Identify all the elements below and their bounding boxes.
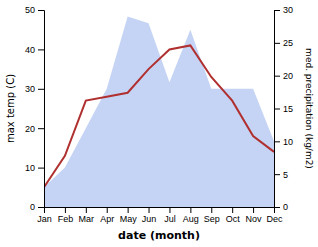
tick: Jan (37, 207, 52, 224)
tick-label: Mar (79, 214, 95, 224)
tick-label: 5 (283, 170, 288, 180)
tick-mark (38, 128, 44, 129)
tick: 25 (274, 38, 293, 48)
marks (44, 17, 274, 207)
temp-line (44, 45, 274, 187)
tick: 50 (25, 5, 44, 15)
tick-label: 30 (283, 5, 293, 15)
tick-label: 0 (30, 202, 35, 212)
tick: 10 (274, 137, 293, 147)
tick: Dec (266, 207, 283, 224)
tick-mark (274, 207, 280, 208)
tick: 0 (274, 202, 288, 212)
x-axis: Jan Feb Mar Apr May Jun Jul Aug Sep Oct NovDec (37, 207, 283, 224)
tick-mark (149, 207, 150, 213)
tick-label: 25 (283, 38, 293, 48)
plot-area: JanFebMarAprMayJunJulAugSepOctNovDec0102… (5, 5, 314, 242)
tick-mark (107, 207, 108, 213)
tick-label: 40 (25, 45, 35, 55)
y2-axis-title: med. precipitation (kg/m2) (304, 48, 314, 169)
tick-label: Nov (246, 214, 263, 224)
tick-mark (38, 168, 44, 169)
tick-mark (38, 49, 44, 50)
axis-line (38, 11, 45, 208)
tick-mark (274, 10, 280, 11)
tick-label: May (120, 214, 138, 224)
tick-label: Dec (266, 214, 283, 224)
y-axis: 0 10 20 30 40 50 (25, 5, 45, 212)
tick-mark (232, 207, 233, 213)
tick-mark (211, 207, 212, 213)
tick-mark (190, 207, 191, 213)
tick-label: 30 (25, 84, 35, 94)
tick: Feb (58, 207, 74, 224)
y2-axis: 0 5 10 15 20 25 30 (274, 5, 293, 212)
axis-line (45, 208, 275, 214)
tick: Sep (204, 207, 220, 224)
tick-mark (274, 76, 280, 77)
tick: 10 (25, 163, 44, 173)
tick-label: 15 (283, 104, 293, 114)
tick-label: Jan (37, 214, 52, 224)
chart: JanFebMarAprMayJunJulAugSepOctNovDec0102… (0, 0, 318, 247)
tick-label: Jul (164, 214, 176, 224)
y-axis-title: max temp (C) (5, 74, 16, 143)
tick: Jun (142, 207, 157, 224)
tick: Jul (164, 207, 176, 224)
tick-mark (274, 174, 280, 175)
tick-mark (38, 10, 44, 11)
tick-mark (274, 141, 280, 142)
tick-label: Oct (226, 214, 241, 224)
tick: 15 (274, 104, 293, 114)
tick-mark (38, 89, 44, 90)
tick-label: Jun (142, 214, 157, 224)
x-axis-title: date (month) (118, 229, 200, 242)
tick-label: Feb (58, 214, 74, 224)
tick: Mar (79, 207, 95, 224)
axis-line (275, 11, 281, 208)
tick-mark (253, 207, 254, 213)
tick-label: 50 (25, 5, 35, 15)
tick-label: Aug (183, 214, 199, 224)
tick-mark (128, 207, 129, 213)
tick: 30 (274, 5, 293, 15)
tick-label: 0 (283, 202, 288, 212)
tick-mark (169, 207, 170, 213)
tick: May (120, 207, 138, 224)
tick: 30 (25, 84, 44, 94)
tick: Nov (246, 207, 263, 224)
tick-mark (274, 109, 280, 110)
tick: 5 (274, 170, 288, 180)
tick-label: 20 (25, 124, 35, 134)
tick-mark (38, 207, 44, 208)
tick: Aug (183, 207, 199, 224)
tick: Oct (226, 207, 241, 224)
precip-area (44, 17, 274, 207)
tick: Apr (100, 207, 114, 224)
tick-mark (65, 207, 66, 213)
tick-label: 10 (25, 163, 35, 173)
tick: 20 (274, 71, 293, 81)
tick-mark (86, 207, 87, 213)
tick-label: Apr (100, 214, 114, 224)
tick: 20 (25, 124, 44, 134)
tick: 40 (25, 45, 44, 55)
tick-mark (274, 43, 280, 44)
tick: 0 (30, 202, 44, 212)
tick-label: 20 (283, 71, 293, 81)
tick-label: 10 (283, 137, 293, 147)
tick-label: Sep (204, 214, 220, 224)
